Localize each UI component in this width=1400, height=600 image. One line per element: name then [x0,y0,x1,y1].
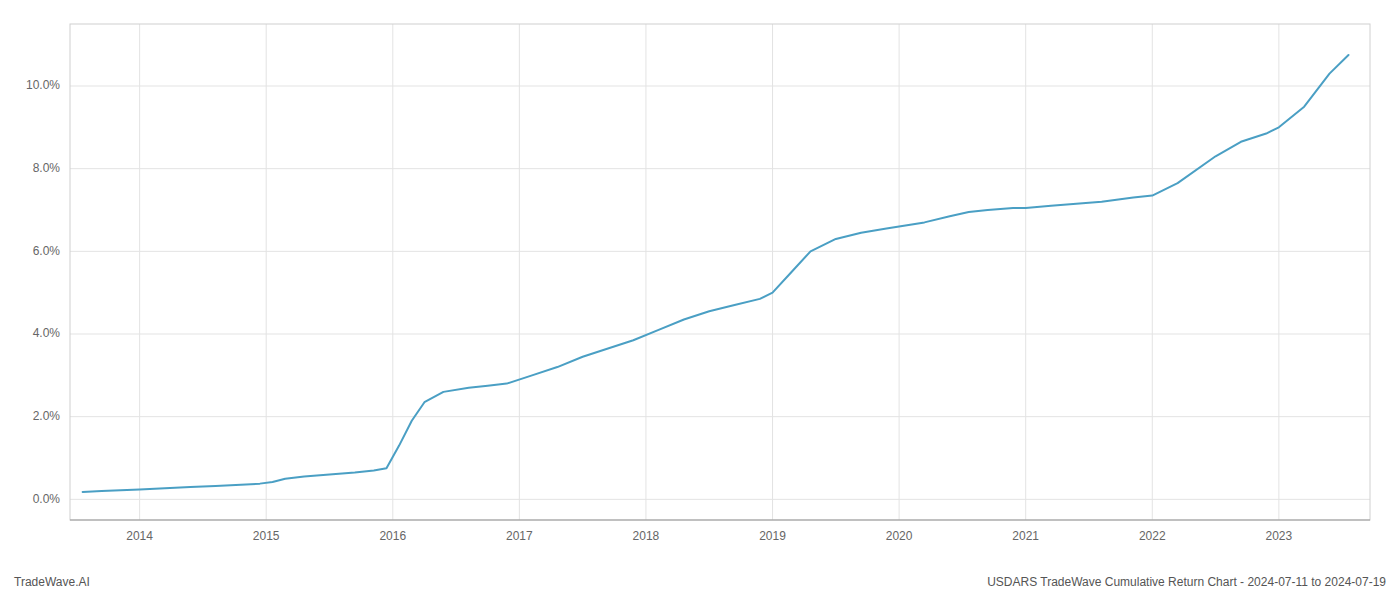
x-grid-line [772,24,773,520]
x-grid-line [139,24,140,520]
y-tick-label: 0.0% [33,492,61,506]
x-grid-line [392,24,393,520]
x-grid-line [266,24,267,520]
x-grid-line [899,24,900,520]
chart: 0.0% 2.0% 4.0% 6.0% 8.0% 10.0% 2014 2015 2016 201… [0,0,1400,600]
x-tick-label: 2020 [886,529,913,543]
x-tick-label: 2015 [253,529,280,543]
y-tick-label: 6.0% [33,244,61,258]
x-grid-line [1025,24,1026,520]
x-tick-label: 2021 [1012,529,1039,543]
x-tick-label: 2014 [126,529,153,543]
x-grid-line [1152,24,1153,520]
footer-right: USDARS TradeWave Cumulative Return Chart… [987,575,1386,589]
series-group [83,55,1349,492]
y-grid-line [70,168,1370,169]
x-tick-label: 2019 [759,529,786,543]
y-grid-line [70,499,1370,500]
grid [70,24,1370,520]
y-tick-label: 2.0% [33,409,61,423]
x-grid-line [519,24,520,520]
footer-left: TradeWave.AI [14,575,90,589]
y-tick-label: 10.0% [26,78,60,92]
annotations: TradeWave.AI USDARS TradeWave Cumulative … [14,575,1386,589]
x-grid-line [645,24,646,520]
axes: 0.0% 2.0% 4.0% 6.0% 8.0% 10.0% 2014 2015 2016 201… [26,24,1370,543]
x-tick-label: 2016 [379,529,406,543]
y-tick-label: 8.0% [33,161,61,175]
line [83,55,1349,492]
x-grid-line [1278,24,1279,520]
x-tick-label: 2023 [1266,529,1293,543]
chart-container: 0.0% 2.0% 4.0% 6.0% 8.0% 10.0% 2014 2015 2016 201… [0,0,1400,600]
x-tick-label: 2022 [1139,529,1166,543]
y-grid-line [70,251,1370,252]
y-grid-line [70,334,1370,335]
x-tick-label: 2018 [633,529,660,543]
y-tick-label: 4.0% [33,326,61,340]
plot-frame [70,24,1370,520]
x-axis-line [70,520,1370,521]
y-grid-line [70,86,1370,87]
x-tick-label: 2017 [506,529,533,543]
y-grid-line [70,416,1370,417]
